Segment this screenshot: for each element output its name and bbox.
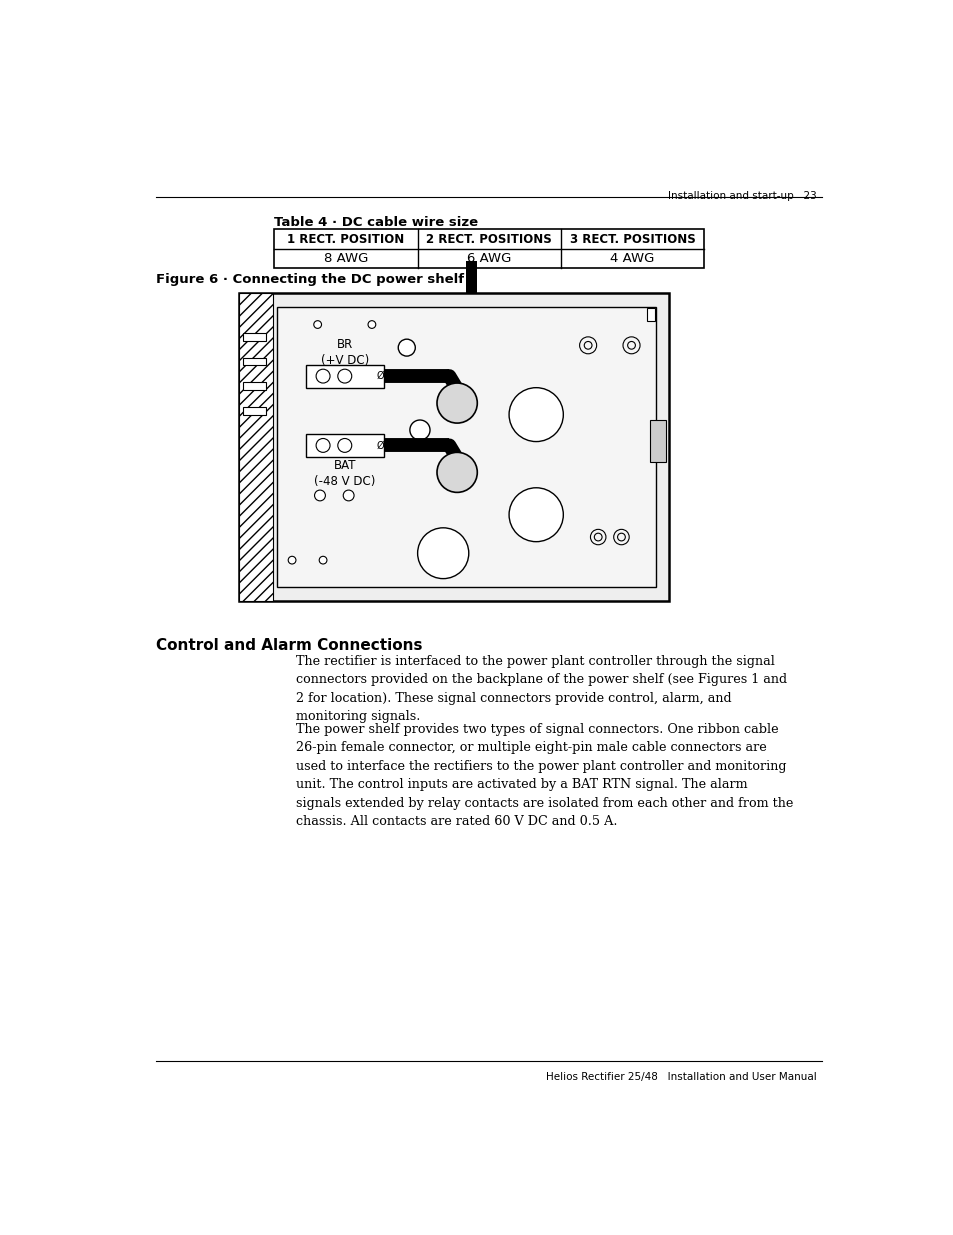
Circle shape: [410, 420, 430, 440]
Text: 2 RECT. POSITIONS: 2 RECT. POSITIONS: [426, 232, 552, 246]
Bar: [243, 358, 266, 366]
Circle shape: [314, 490, 325, 501]
Bar: [466, 261, 476, 293]
Circle shape: [368, 321, 375, 329]
Bar: [243, 406, 266, 415]
Circle shape: [337, 369, 352, 383]
Circle shape: [315, 438, 330, 452]
Bar: [306, 364, 383, 388]
Circle shape: [436, 452, 476, 493]
Text: 8 AWG: 8 AWG: [323, 252, 368, 264]
Text: Installation and start-up   23: Installation and start-up 23: [667, 190, 816, 200]
Bar: [239, 293, 669, 601]
Text: 6 AWG: 6 AWG: [467, 252, 511, 264]
Text: 1 RECT. POSITION: 1 RECT. POSITION: [287, 232, 404, 246]
Text: BR
(+V DC): BR (+V DC): [320, 337, 369, 367]
Text: Ø: Ø: [376, 441, 384, 451]
Text: BAT
(-48 V DC): BAT (-48 V DC): [314, 459, 375, 488]
Circle shape: [509, 388, 562, 442]
Bar: [646, 309, 654, 321]
Circle shape: [417, 527, 468, 579]
Circle shape: [436, 383, 476, 424]
Circle shape: [314, 321, 321, 329]
Text: Table 4 · DC cable wire size: Table 4 · DC cable wire size: [274, 216, 477, 228]
Circle shape: [319, 556, 327, 564]
Circle shape: [315, 369, 330, 383]
Text: The rectifier is interfaced to the power plant controller through the signal
con: The rectifier is interfaced to the power…: [295, 655, 786, 724]
Text: Figure 6 · Connecting the DC power shelf: Figure 6 · Connecting the DC power shelf: [155, 273, 463, 287]
Circle shape: [397, 340, 415, 356]
Text: 4 AWG: 4 AWG: [610, 252, 654, 264]
Bar: [243, 333, 266, 341]
Bar: [243, 383, 266, 390]
Circle shape: [288, 556, 295, 564]
Text: 3 RECT. POSITIONS: 3 RECT. POSITIONS: [569, 232, 695, 246]
Text: The power shelf provides two types of signal connectors. One ribbon cable
26-pin: The power shelf provides two types of si…: [295, 722, 793, 829]
Bar: [649, 420, 665, 462]
Bar: [274, 228, 703, 268]
Circle shape: [343, 490, 354, 501]
Text: Ø: Ø: [376, 372, 384, 382]
Text: Helios Rectifier 25/48   Installation and User Manual: Helios Rectifier 25/48 Installation and …: [545, 1072, 816, 1082]
Text: Control and Alarm Connections: Control and Alarm Connections: [155, 638, 422, 653]
Bar: [239, 293, 274, 601]
Circle shape: [509, 488, 562, 542]
Circle shape: [337, 438, 352, 452]
Bar: [276, 306, 656, 587]
Bar: [306, 433, 383, 457]
